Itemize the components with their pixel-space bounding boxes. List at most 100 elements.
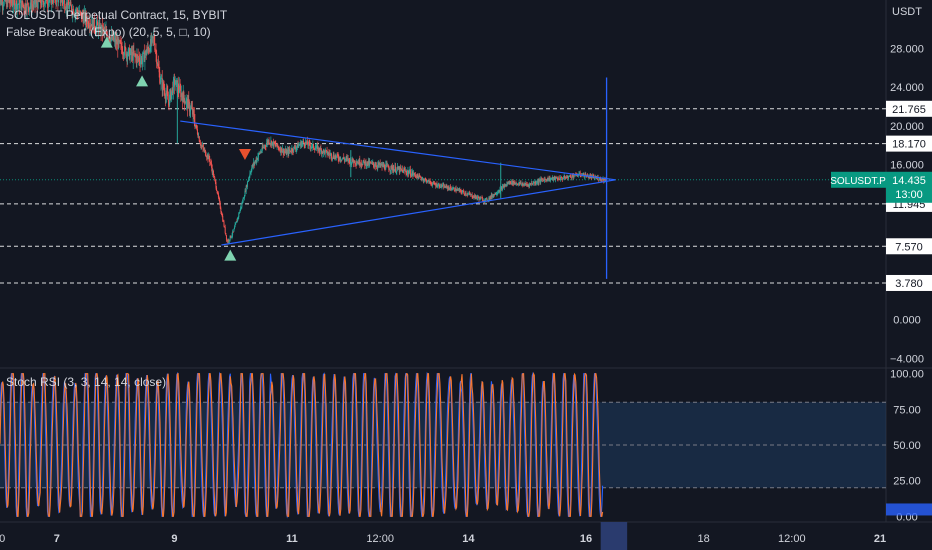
candle-body xyxy=(12,5,14,7)
candle-body xyxy=(442,184,444,186)
candle-body xyxy=(30,0,32,6)
price-axis-unit: USDT xyxy=(892,6,922,18)
candle-body xyxy=(296,143,298,147)
candle-body xyxy=(534,181,536,184)
candle-body xyxy=(70,5,72,12)
candle-body xyxy=(167,94,169,100)
candle-body xyxy=(519,182,521,184)
candle-body xyxy=(308,141,310,143)
candle-body xyxy=(248,178,250,181)
candle-body xyxy=(43,2,45,7)
candle-body xyxy=(101,24,103,33)
candle-body xyxy=(437,186,439,188)
candle-body xyxy=(314,149,316,151)
candle-body xyxy=(71,11,73,15)
candle-body xyxy=(552,176,554,180)
candle-body xyxy=(506,183,508,185)
candle-body xyxy=(179,85,181,89)
candle-body xyxy=(603,178,605,182)
candle-body xyxy=(23,5,25,9)
candle-body xyxy=(316,145,318,148)
candle-body xyxy=(450,188,452,190)
time-axis-label: 16 xyxy=(580,533,592,545)
candle-body xyxy=(469,194,471,196)
candle-body xyxy=(159,82,161,84)
candle-body xyxy=(245,190,247,192)
candle-body xyxy=(335,155,337,158)
candle-body xyxy=(130,49,132,54)
candle-body xyxy=(120,42,122,44)
candle-body xyxy=(273,141,275,147)
candle-body xyxy=(231,235,233,237)
candle-body xyxy=(274,143,276,145)
sell-signal-marker xyxy=(238,148,251,160)
candle-body xyxy=(471,194,473,198)
candle-body xyxy=(480,197,482,199)
candle-body xyxy=(371,162,373,164)
candle-body xyxy=(87,19,89,26)
candle-body xyxy=(78,13,80,15)
candle-body xyxy=(555,177,557,179)
candle-body xyxy=(336,153,338,156)
candle-body xyxy=(465,192,467,195)
candle-body xyxy=(269,143,271,144)
candle-body xyxy=(331,157,333,159)
candle-body xyxy=(282,148,284,152)
candle-body xyxy=(560,177,562,178)
candle-body xyxy=(383,164,385,167)
candle-body xyxy=(447,187,449,189)
candle-body xyxy=(135,55,137,57)
candle-body xyxy=(30,0,32,10)
candle-body xyxy=(198,136,200,142)
candle-body xyxy=(332,154,334,158)
candle-body xyxy=(151,36,153,37)
candle-body xyxy=(216,190,218,194)
candle-body xyxy=(37,3,39,9)
candle-body xyxy=(397,166,399,170)
candle-body xyxy=(245,185,247,192)
candle-body xyxy=(559,177,561,180)
candle-body xyxy=(550,178,552,180)
candle-body xyxy=(529,183,531,185)
level-label-text: 21.765 xyxy=(892,104,926,116)
candle-body xyxy=(304,141,306,146)
candle-body xyxy=(123,54,125,56)
candle-body xyxy=(479,197,481,200)
candle-body xyxy=(213,176,215,177)
candle-body xyxy=(550,178,552,181)
candle-body xyxy=(556,178,558,180)
candle-body xyxy=(315,147,317,149)
candle-body xyxy=(395,171,397,173)
time-axis-label: 14 xyxy=(462,533,475,545)
candle-body xyxy=(418,175,420,179)
candle-body xyxy=(285,150,287,155)
candle-body xyxy=(77,12,79,16)
candle-body xyxy=(408,171,410,174)
candle-body xyxy=(520,182,522,185)
candle-body xyxy=(390,165,392,171)
candle-body xyxy=(359,164,361,166)
candle-body xyxy=(282,148,284,154)
level-label-text: 3.780 xyxy=(895,278,923,290)
candle-body xyxy=(568,176,570,177)
candle-body xyxy=(235,221,237,223)
candle-body xyxy=(152,36,154,39)
candle-body xyxy=(37,0,39,9)
candle-body xyxy=(317,147,319,152)
candle-body xyxy=(325,150,327,151)
candle-body xyxy=(156,63,158,65)
time-axis-label: 21 xyxy=(874,533,886,545)
candle-body xyxy=(355,163,357,165)
candle-body xyxy=(482,198,484,202)
symbol-tag-background xyxy=(831,171,886,188)
candle-body xyxy=(269,143,271,144)
candle-body xyxy=(188,101,190,112)
candle-body xyxy=(521,183,523,185)
candle-body xyxy=(120,42,122,49)
candle-body xyxy=(35,2,37,5)
candle-body xyxy=(248,176,250,179)
level-label-text: 7.570 xyxy=(895,241,923,253)
candle-body xyxy=(306,140,308,145)
